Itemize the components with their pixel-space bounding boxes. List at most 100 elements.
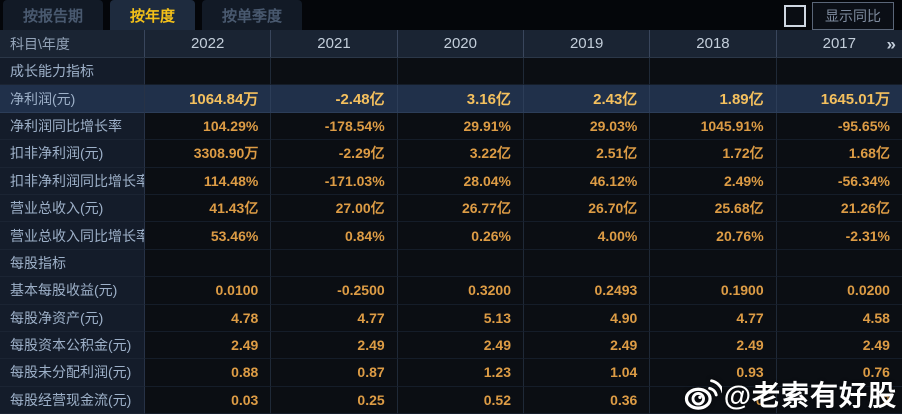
value-cell: 4.90 bbox=[523, 304, 651, 332]
value-cell: 1.04 bbox=[523, 359, 651, 387]
row-label: 成长能力指标 bbox=[0, 58, 145, 86]
value-cell: 4.78 bbox=[145, 304, 272, 332]
table-row[interactable]: 净利润同比增长率 104.29% -178.54% 29.91% 29.03% 1045.… bbox=[0, 112, 902, 141]
value-cell: 3.22亿 bbox=[397, 140, 524, 168]
value-cell: 0 bbox=[650, 386, 777, 414]
value-cell bbox=[523, 249, 651, 278]
row-label: 净利润同比增长率 bbox=[0, 112, 145, 141]
tab-by-report-period[interactable]: 按报告期 bbox=[3, 0, 104, 30]
value-cell: -0.2500 bbox=[271, 277, 398, 305]
table-row[interactable]: 每股经营现金流(元) 0.03 0.25 0.52 0.36 0 9 bbox=[0, 386, 902, 414]
value-cell: 0.2493 bbox=[523, 277, 651, 305]
value-cell: 2.49 bbox=[776, 331, 902, 360]
value-cell: 41.43亿 bbox=[145, 194, 272, 223]
value-cell: -2.29亿 bbox=[271, 140, 398, 168]
row-label: 每股净资产(元) bbox=[0, 304, 145, 332]
value-cell bbox=[271, 58, 398, 86]
value-cell: -56.34% bbox=[776, 167, 902, 195]
value-cell: 1.23 bbox=[397, 359, 524, 387]
value-cell bbox=[650, 249, 777, 278]
tab-bar: 按报告期 按年度 按单季度 bbox=[0, 0, 902, 30]
row-label: 基本每股收益(元) bbox=[0, 277, 145, 305]
row-label: 扣非净利润(元) bbox=[0, 140, 145, 168]
value-cell bbox=[397, 58, 524, 86]
value-cell: 9 bbox=[776, 386, 902, 414]
table-row[interactable]: 每股未分配利润(元) 0.88 0.87 1.23 1.04 0.93 0.76 bbox=[0, 359, 902, 387]
financial-table: 科目\年度 2022 2021 2020 2019 2018 2017» 成长能力指标 净利… bbox=[0, 30, 902, 414]
value-cell: 114.48% bbox=[145, 167, 272, 195]
value-cell: 4.58 bbox=[776, 304, 902, 332]
value-cell: 2.51亿 bbox=[523, 140, 651, 168]
value-cell: 21.26亿 bbox=[776, 194, 902, 223]
column-header-2022: 2022 bbox=[145, 30, 272, 57]
value-cell: 2.49% bbox=[650, 167, 777, 195]
corner-header: 科目\年度 bbox=[0, 30, 145, 57]
table-row[interactable]: 每股资本公积金(元) 2.49 2.49 2.49 2.49 2.49 2.49 bbox=[0, 331, 902, 360]
value-cell: 1045.91% bbox=[650, 112, 777, 141]
value-cell: -2.48亿 bbox=[271, 85, 398, 113]
value-cell: 27.00亿 bbox=[271, 194, 398, 223]
row-label: 每股经营现金流(元) bbox=[0, 386, 145, 414]
value-cell bbox=[271, 249, 398, 278]
row-label: 每股未分配利润(元) bbox=[0, 359, 145, 387]
value-cell: 0.1900 bbox=[650, 277, 777, 305]
yoy-controls: 显示同比 bbox=[784, 2, 894, 30]
value-cell bbox=[650, 58, 777, 86]
tab-by-year[interactable]: 按年度 bbox=[110, 0, 196, 30]
table-row[interactable]: 营业总收入同比增长率 53.46% 0.84% 0.26% 4.00% 20.76% -2.… bbox=[0, 222, 902, 250]
value-cell: 53.46% bbox=[145, 222, 272, 250]
value-cell: 0.84% bbox=[271, 222, 398, 250]
column-header-2017: 2017» bbox=[822, 34, 896, 53]
column-header-2018: 2018 bbox=[650, 30, 777, 57]
value-cell: 29.03% bbox=[523, 112, 651, 141]
value-cell: 29.91% bbox=[397, 112, 524, 141]
row-label: 每股指标 bbox=[0, 249, 145, 278]
value-cell: 4.77 bbox=[271, 304, 398, 332]
section-row: 成长能力指标 bbox=[0, 58, 902, 86]
row-label: 每股资本公积金(元) bbox=[0, 331, 145, 360]
table-row[interactable]: 营业总收入(元) 41.43亿 27.00亿 26.77亿 26.70亿 25.68亿 21… bbox=[0, 194, 902, 223]
tab-by-single-quarter[interactable]: 按单季度 bbox=[202, 0, 303, 30]
table-row[interactable]: 净利润(元) 1064.84万 -2.48亿 3.16亿 2.43亿 1.89亿 1645.… bbox=[0, 85, 902, 113]
value-cell: 4.00% bbox=[523, 222, 651, 250]
value-cell: 25.68亿 bbox=[650, 194, 777, 223]
value-cell: -95.65% bbox=[776, 112, 902, 141]
value-cell: 104.29% bbox=[145, 112, 272, 141]
value-cell: 20.76% bbox=[650, 222, 777, 250]
value-cell: 26.77亿 bbox=[397, 194, 524, 223]
value-cell bbox=[776, 249, 902, 278]
value-cell: 2.49 bbox=[650, 331, 777, 360]
table-row[interactable]: 基本每股收益(元) 0.0100 -0.2500 0.3200 0.2493 0.1900… bbox=[0, 277, 902, 305]
value-cell: 0.93 bbox=[650, 359, 777, 387]
value-cell: 2.49 bbox=[523, 331, 651, 360]
value-cell: 0.52 bbox=[397, 386, 524, 414]
value-cell: 0.0100 bbox=[145, 277, 272, 305]
value-cell: 2.43亿 bbox=[523, 85, 651, 113]
value-cell bbox=[776, 58, 902, 86]
value-cell: -171.03% bbox=[271, 167, 398, 195]
value-cell: 4.77 bbox=[650, 304, 777, 332]
value-cell: 0.36 bbox=[523, 386, 651, 414]
table-row[interactable]: 扣非净利润同比增长率 114.48% -171.03% 28.04% 46.12% 2.4… bbox=[0, 167, 902, 195]
value-cell: 26.70亿 bbox=[523, 194, 651, 223]
show-yoy-checkbox[interactable] bbox=[784, 5, 806, 27]
value-cell: 2.49 bbox=[271, 331, 398, 360]
more-years-icon[interactable]: » bbox=[886, 34, 896, 53]
table-row[interactable]: 每股净资产(元) 4.78 4.77 5.13 4.90 4.77 4.58 bbox=[0, 304, 902, 332]
value-cell bbox=[397, 249, 524, 278]
value-cell: 1.89亿 bbox=[650, 85, 777, 113]
value-cell: 0.03 bbox=[145, 386, 272, 414]
show-yoy-label[interactable]: 显示同比 bbox=[812, 2, 894, 30]
table-row[interactable]: 扣非净利润(元) 3308.90万 -2.29亿 3.22亿 2.51亿 1.72亿 1.6… bbox=[0, 140, 902, 168]
value-cell bbox=[145, 249, 272, 278]
value-cell: 1064.84万 bbox=[145, 85, 272, 113]
value-cell: 0.76 bbox=[776, 359, 902, 387]
row-label: 营业总收入(元) bbox=[0, 194, 145, 223]
row-label: 净利润(元) bbox=[0, 85, 145, 113]
value-cell: 1.68亿 bbox=[776, 140, 902, 168]
value-cell: -178.54% bbox=[271, 112, 398, 141]
value-cell: 5.13 bbox=[397, 304, 524, 332]
value-cell: 0.0200 bbox=[776, 277, 902, 305]
value-cell: 0.3200 bbox=[397, 277, 524, 305]
column-header-2021: 2021 bbox=[271, 30, 398, 57]
